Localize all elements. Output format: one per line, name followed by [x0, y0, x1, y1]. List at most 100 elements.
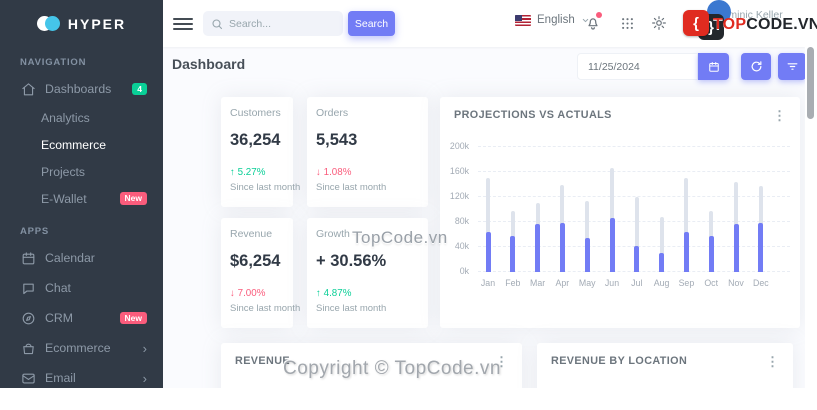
filter-button[interactable] [778, 53, 805, 80]
calendar-picker-button[interactable] [698, 53, 729, 80]
sidebar-item-projects-dashboard[interactable]: Projects [0, 158, 163, 185]
email-icon [20, 370, 36, 386]
shop-icon [20, 340, 36, 356]
bar-projection [585, 201, 590, 272]
chart-y-tick-label: 0k [459, 266, 469, 276]
sidebar-item-analytics[interactable]: Analytics [0, 104, 163, 131]
menu-toggle-icon[interactable] [173, 15, 193, 31]
refresh-button[interactable] [741, 53, 771, 80]
projections-vs-actuals-card: PROJECTIONS VS ACTUALS ⋮ 0k 40k 80k 120k 160… [440, 97, 800, 328]
language-selector[interactable]: English [515, 14, 590, 26]
stat-delta: ↑ 5.27% [230, 167, 266, 178]
bar-actual [510, 235, 516, 272]
arrow-down-icon: ↓ [230, 288, 235, 299]
sidebar-item-ecommerce-dashboard[interactable]: Ecommerce [0, 131, 163, 158]
card-menu-button[interactable]: ⋮ [495, 354, 508, 369]
revenue-by-location-panel: REVENUE BY LOCATION ⋮ [537, 343, 793, 388]
stat-card-revenue: Revenue $6,254 ↓ 7.00% Since last month [221, 218, 301, 328]
sidebar-item-label: Analytics [41, 110, 90, 125]
chat-icon [20, 280, 36, 296]
revenue-panel-header: REVENUE ⋮ [221, 343, 522, 368]
bar-actual [559, 222, 565, 272]
sidebar-item-email[interactable]: Email › [0, 363, 163, 388]
sidebar-item-crm[interactable]: CRM New [0, 303, 163, 333]
chart-x-tick-label: Jun [604, 278, 620, 288]
bar-actual [683, 232, 689, 272]
filter-icon [787, 63, 797, 70]
date-input[interactable] [577, 53, 698, 80]
bar-actual [634, 246, 640, 272]
sidebar-item-label: Ecommerce [45, 341, 111, 355]
search-input[interactable] [229, 17, 335, 30]
chart-gridline [478, 196, 790, 197]
stat-note: Since last month [230, 303, 301, 314]
stat-label: Revenue [230, 228, 273, 240]
topcode-logo-text: TOPCODE.VN [713, 16, 817, 33]
chart-x-tick-label: May [578, 278, 596, 288]
watermark-topcode-logo: } { TOPCODE.VN [683, 0, 817, 44]
notifications-bell-icon[interactable] [583, 12, 603, 33]
brand-logo-icon [36, 15, 61, 32]
bar-actual [535, 223, 541, 272]
stat-value: $6,254 [230, 252, 281, 270]
arrow-up-icon: ↑ [230, 167, 235, 178]
stat-note: Since last month [230, 182, 301, 193]
bar-projection [659, 217, 664, 272]
watermark-copyright: Copyright © TopCode.vn [283, 358, 501, 379]
sidebar-item-label: Projects [41, 164, 86, 179]
bar-projection [684, 178, 689, 272]
sidebar: HYPER NAVIGATION Dashboards 4 Analytics … [0, 0, 163, 388]
sidebar-item-dashboards[interactable]: Dashboards 4 [0, 74, 163, 104]
revenue-by-location-title: REVENUE BY LOCATION [551, 355, 688, 367]
sidebar-item-ecommerce-app[interactable]: Ecommerce › [0, 333, 163, 363]
chart-plot: Jan Feb Mar Apr May Jun Jul Aug Sep Oct Nov Dec [478, 146, 790, 288]
brand-name: HYPER [67, 15, 127, 32]
sidebar-item-calendar[interactable]: Calendar [0, 243, 163, 273]
sidebar-item-ewallet[interactable]: E-Wallet New [0, 185, 163, 212]
chart-title: PROJECTIONS VS ACTUALS [454, 109, 612, 121]
chart-x-tick-label: Jul [631, 278, 643, 288]
chart-y-tick-label: 200k [449, 141, 469, 151]
bar-projection [634, 197, 639, 272]
stat-card-growth: Growth + 30.56% ↑ 4.87% Since last month [307, 218, 428, 328]
language-label: English [537, 14, 575, 26]
sidebar-item-label: Dashboards [45, 82, 112, 96]
search-button[interactable]: Search [348, 11, 395, 36]
vertical-scrollbar[interactable] [807, 47, 814, 119]
stat-delta: ↓ 1.08% [316, 167, 352, 178]
settings-gear-icon[interactable] [649, 13, 669, 33]
chart-header: PROJECTIONS VS ACTUALS ⋮ [440, 97, 800, 122]
card-menu-button[interactable]: ⋮ [773, 108, 786, 123]
user-menu[interactable]: Dominic Keller [715, 9, 783, 21]
window-bottom-margin [0, 388, 817, 410]
crm-icon [20, 310, 36, 326]
home-icon [20, 81, 36, 97]
stat-delta: ↑ 4.87% [316, 288, 352, 299]
chart-x-tick-label: Feb [505, 278, 521, 288]
bar-actual [659, 252, 665, 272]
apps-grid-icon[interactable] [617, 13, 637, 33]
chart-x-tick-label: Oct [704, 278, 719, 288]
sidebar-item-chat[interactable]: Chat [0, 273, 163, 303]
card-menu-button[interactable]: ⋮ [766, 354, 779, 369]
chart-gridline [478, 146, 790, 147]
sidebar-item-label: CRM [45, 311, 74, 325]
chart-x-tick-label: Mar [530, 278, 546, 288]
bar-actual [733, 223, 739, 272]
bar-projection [486, 177, 490, 272]
search-icon [211, 18, 223, 30]
crm-new-badge: New [119, 311, 147, 325]
chart-x-tick-label: Apr [555, 278, 570, 288]
search-box [203, 11, 343, 36]
stat-label: Orders [316, 107, 349, 119]
stat-card-customers: Customers 36,254 ↑ 5.27% Since last mont… [221, 97, 301, 207]
chevron-right-icon: › [142, 370, 147, 386]
brand-logo[interactable]: HYPER [0, 0, 163, 47]
chart-y-axis: 0k 40k 80k 120k 160k 200k [440, 141, 473, 276]
sidebar-item-label: Calendar [45, 251, 95, 265]
revenue-by-location-header: REVENUE BY LOCATION ⋮ [537, 343, 793, 368]
stat-label: Customers [230, 107, 281, 119]
chart-gridline [478, 171, 790, 172]
notification-dot [596, 12, 602, 18]
chart-y-tick-label: 160k [449, 166, 469, 176]
